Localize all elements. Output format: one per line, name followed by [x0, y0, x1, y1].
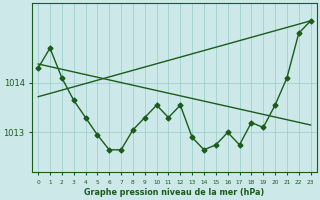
X-axis label: Graphe pression niveau de la mer (hPa): Graphe pression niveau de la mer (hPa) — [84, 188, 265, 197]
